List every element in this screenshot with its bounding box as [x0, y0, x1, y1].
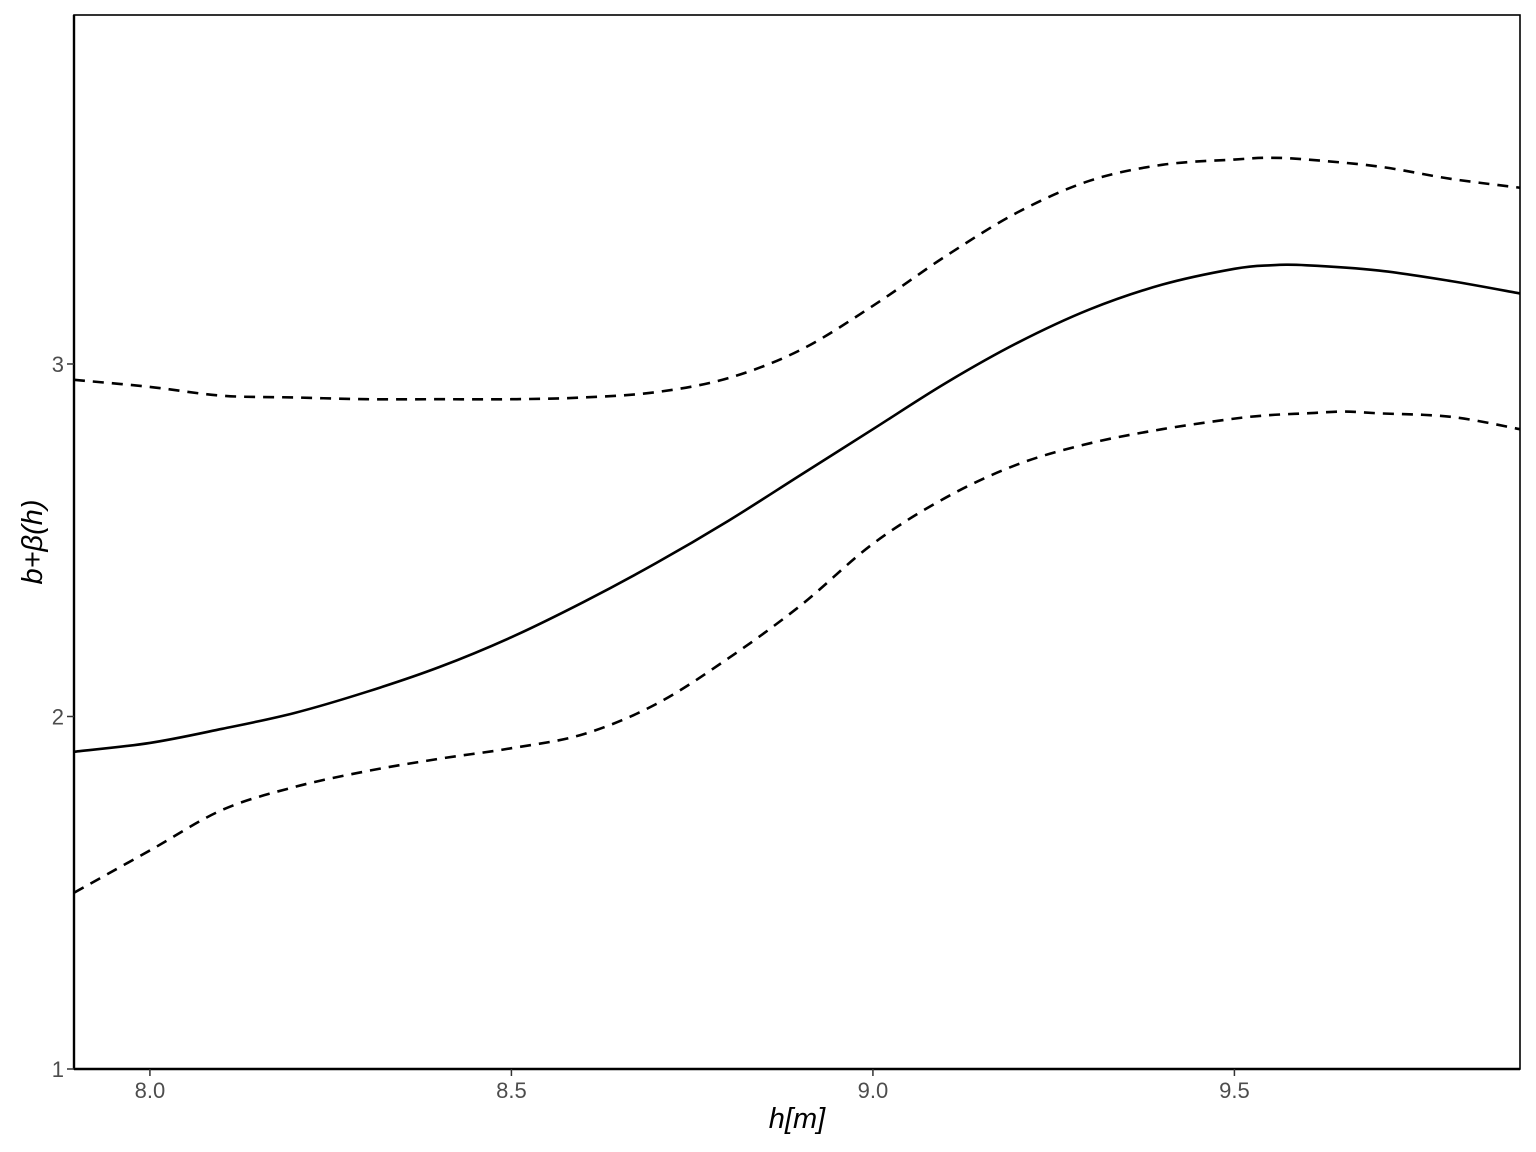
series-lines [73, 156, 1521, 894]
x-tick-label: 9.0 [858, 1078, 889, 1103]
x-tick-label: 9.5 [1219, 1078, 1250, 1103]
series-lower-band-line [73, 410, 1521, 894]
plot-frame [73, 14, 1521, 1070]
ticks: 8.0 8.5 9.0 9.5 1 2 3 [52, 352, 1250, 1103]
y-tick-label: 1 [52, 1057, 64, 1082]
x-tick-label: 8.5 [496, 1078, 527, 1103]
series-fit-line [73, 263, 1521, 754]
y-tick-label: 2 [52, 704, 64, 729]
x-tick-label: 8.0 [135, 1078, 166, 1103]
y-tick-label: 3 [52, 352, 64, 377]
axes [72, 14, 1521, 1071]
series-upper-band-line [73, 156, 1521, 401]
y-axis-title: b+β(h) [17, 499, 49, 584]
x-axis-title: h[m] [769, 1103, 826, 1135]
